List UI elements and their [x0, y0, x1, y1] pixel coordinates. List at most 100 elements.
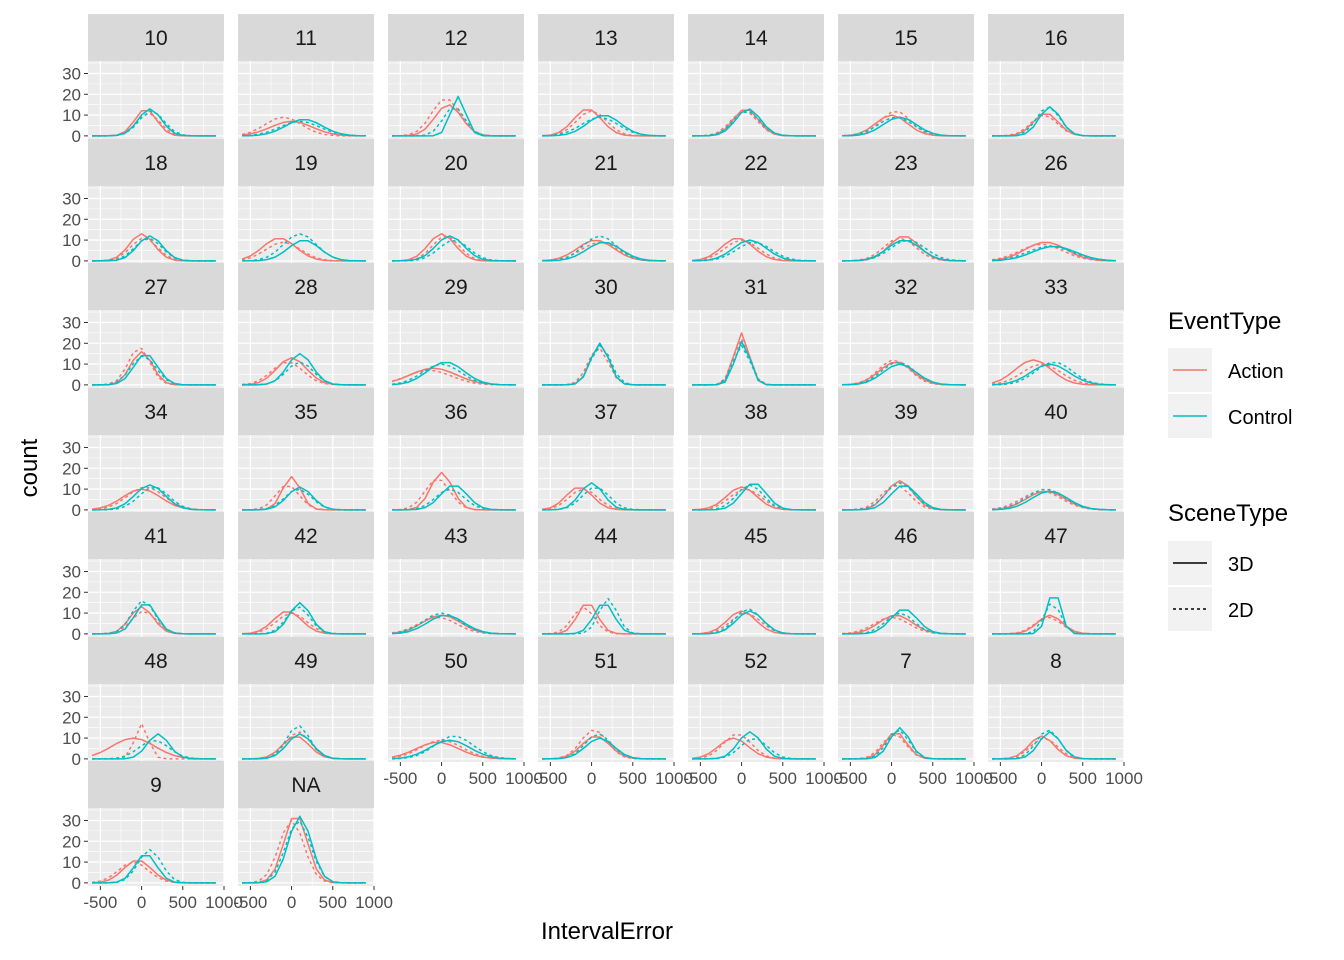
- series-line: [92, 237, 216, 262]
- facet-strip-label: 35: [294, 401, 317, 424]
- facet-panel: 44: [538, 512, 675, 637]
- facet-strip: [838, 637, 974, 684]
- series-line: [92, 237, 216, 262]
- facet-panel: 52: [688, 637, 825, 762]
- facet-strip: [238, 512, 374, 559]
- facet-panel: 27 0 10 20 30: [62, 263, 225, 395]
- facet-panel: 39: [838, 388, 975, 513]
- facet-strip: [388, 388, 524, 435]
- facet-strip-label: 20: [444, 152, 467, 175]
- facet-strip-label: 42: [294, 525, 317, 548]
- facet-strip-label: 41: [144, 525, 167, 548]
- legend-label: 3D: [1228, 554, 1254, 576]
- facet-panel: 8: [988, 637, 1125, 762]
- facet-panel: 37: [538, 388, 675, 513]
- y-tick-label: 20: [62, 210, 81, 229]
- facet-panel: 15: [838, 14, 975, 139]
- series-line: [991, 359, 1116, 386]
- facet-strip-label: 46: [894, 525, 917, 548]
- facet-panel: 16: [988, 14, 1125, 139]
- series-line: [692, 241, 816, 262]
- x-tick-label: -500: [233, 893, 267, 912]
- x-tick-label: 0: [287, 893, 296, 912]
- series-line: [692, 239, 816, 262]
- facet-panel: 40: [988, 388, 1125, 513]
- facet-strip: [388, 637, 524, 684]
- x-tick-label: 1000: [805, 769, 843, 788]
- facet-panel: 20: [388, 139, 525, 264]
- series-line: [392, 612, 516, 635]
- facet-strip: [688, 637, 824, 684]
- facet-panel: 18 0 10 20 30: [62, 139, 225, 271]
- facet-strip: [238, 263, 374, 310]
- facet-strip-label: 12: [444, 27, 467, 50]
- series-line: [241, 237, 366, 262]
- series-line: [992, 245, 1116, 262]
- facet-panel: 43: [388, 512, 525, 637]
- facet-strip-label: 37: [594, 401, 617, 424]
- legend-title-scenetype: SceneType: [1168, 500, 1288, 527]
- facet-panel: 34 0 10 20 30: [62, 388, 225, 520]
- facet-strip: [88, 14, 224, 61]
- facet-panel: 13: [538, 14, 675, 139]
- facet-panel: 45: [688, 512, 825, 637]
- facet-strip-label: 31: [744, 276, 767, 299]
- series-line: [992, 603, 1116, 635]
- series-line: [991, 363, 1116, 386]
- facet-panel: 22: [688, 139, 825, 264]
- x-tick-label: -500: [833, 769, 867, 788]
- x-tick-label: -500: [983, 769, 1017, 788]
- series-line: [92, 848, 216, 884]
- series-line: [392, 108, 516, 137]
- facet-strip-label: 51: [594, 650, 617, 673]
- y-tick-label: 30: [62, 687, 81, 706]
- y-tick-label: 30: [62, 64, 81, 83]
- y-tick-label: 0: [72, 750, 81, 769]
- x-tick-label: 1000: [955, 769, 993, 788]
- facet-strip-label: 43: [444, 525, 467, 548]
- series-line: [392, 488, 516, 511]
- facet-strip-label: 32: [894, 276, 917, 299]
- x-tick-label: 0: [1037, 769, 1046, 788]
- facet-panel: 36: [388, 388, 525, 513]
- series-line: [542, 241, 666, 262]
- facet-panel: 35: [238, 388, 375, 513]
- series-line: [692, 608, 816, 635]
- x-tick-label: 0: [887, 769, 896, 788]
- series-line: [392, 739, 516, 760]
- facet-strip: [88, 637, 224, 684]
- facet-strip-label: 7: [900, 650, 912, 673]
- facet-panel: 42: [238, 512, 375, 637]
- facet-strip-label: 39: [894, 401, 917, 424]
- y-tick-label: 20: [62, 334, 81, 353]
- facet-strip: [88, 139, 224, 186]
- series-line: [242, 488, 366, 511]
- facet-strip-label: 22: [744, 152, 767, 175]
- facet-strip-label: 8: [1050, 650, 1062, 673]
- x-tick-label: 500: [1069, 769, 1097, 788]
- series-line: [542, 235, 666, 262]
- series-line: [242, 233, 366, 262]
- series-line: [242, 725, 366, 760]
- x-tick-label: -500: [383, 769, 417, 788]
- y-tick-label: 0: [72, 127, 81, 146]
- y-tick-label: 10: [62, 853, 81, 872]
- series-line: [242, 819, 366, 884]
- facet-panel: 7: [838, 637, 975, 762]
- panels-layer: 10 0 10 20 30 11 12 13 14 15 16 18 0 10 20 30 19 20 21 22 23…: [62, 14, 1125, 893]
- facet-strip-label: 33: [1044, 276, 1067, 299]
- series-line: [992, 488, 1116, 511]
- series-line: [542, 344, 666, 386]
- y-tick-label: 0: [72, 874, 81, 893]
- facet-strip: [538, 388, 674, 435]
- x-tick-label: 1000: [655, 769, 693, 788]
- facet-strip-label: 36: [444, 401, 467, 424]
- facet-strip-label: 49: [294, 650, 317, 673]
- series-line: [392, 240, 516, 262]
- series-line: [92, 110, 216, 137]
- series-line: [842, 729, 966, 760]
- facet-strip: [238, 139, 374, 186]
- series-line: [692, 734, 816, 760]
- series-line: [92, 487, 216, 511]
